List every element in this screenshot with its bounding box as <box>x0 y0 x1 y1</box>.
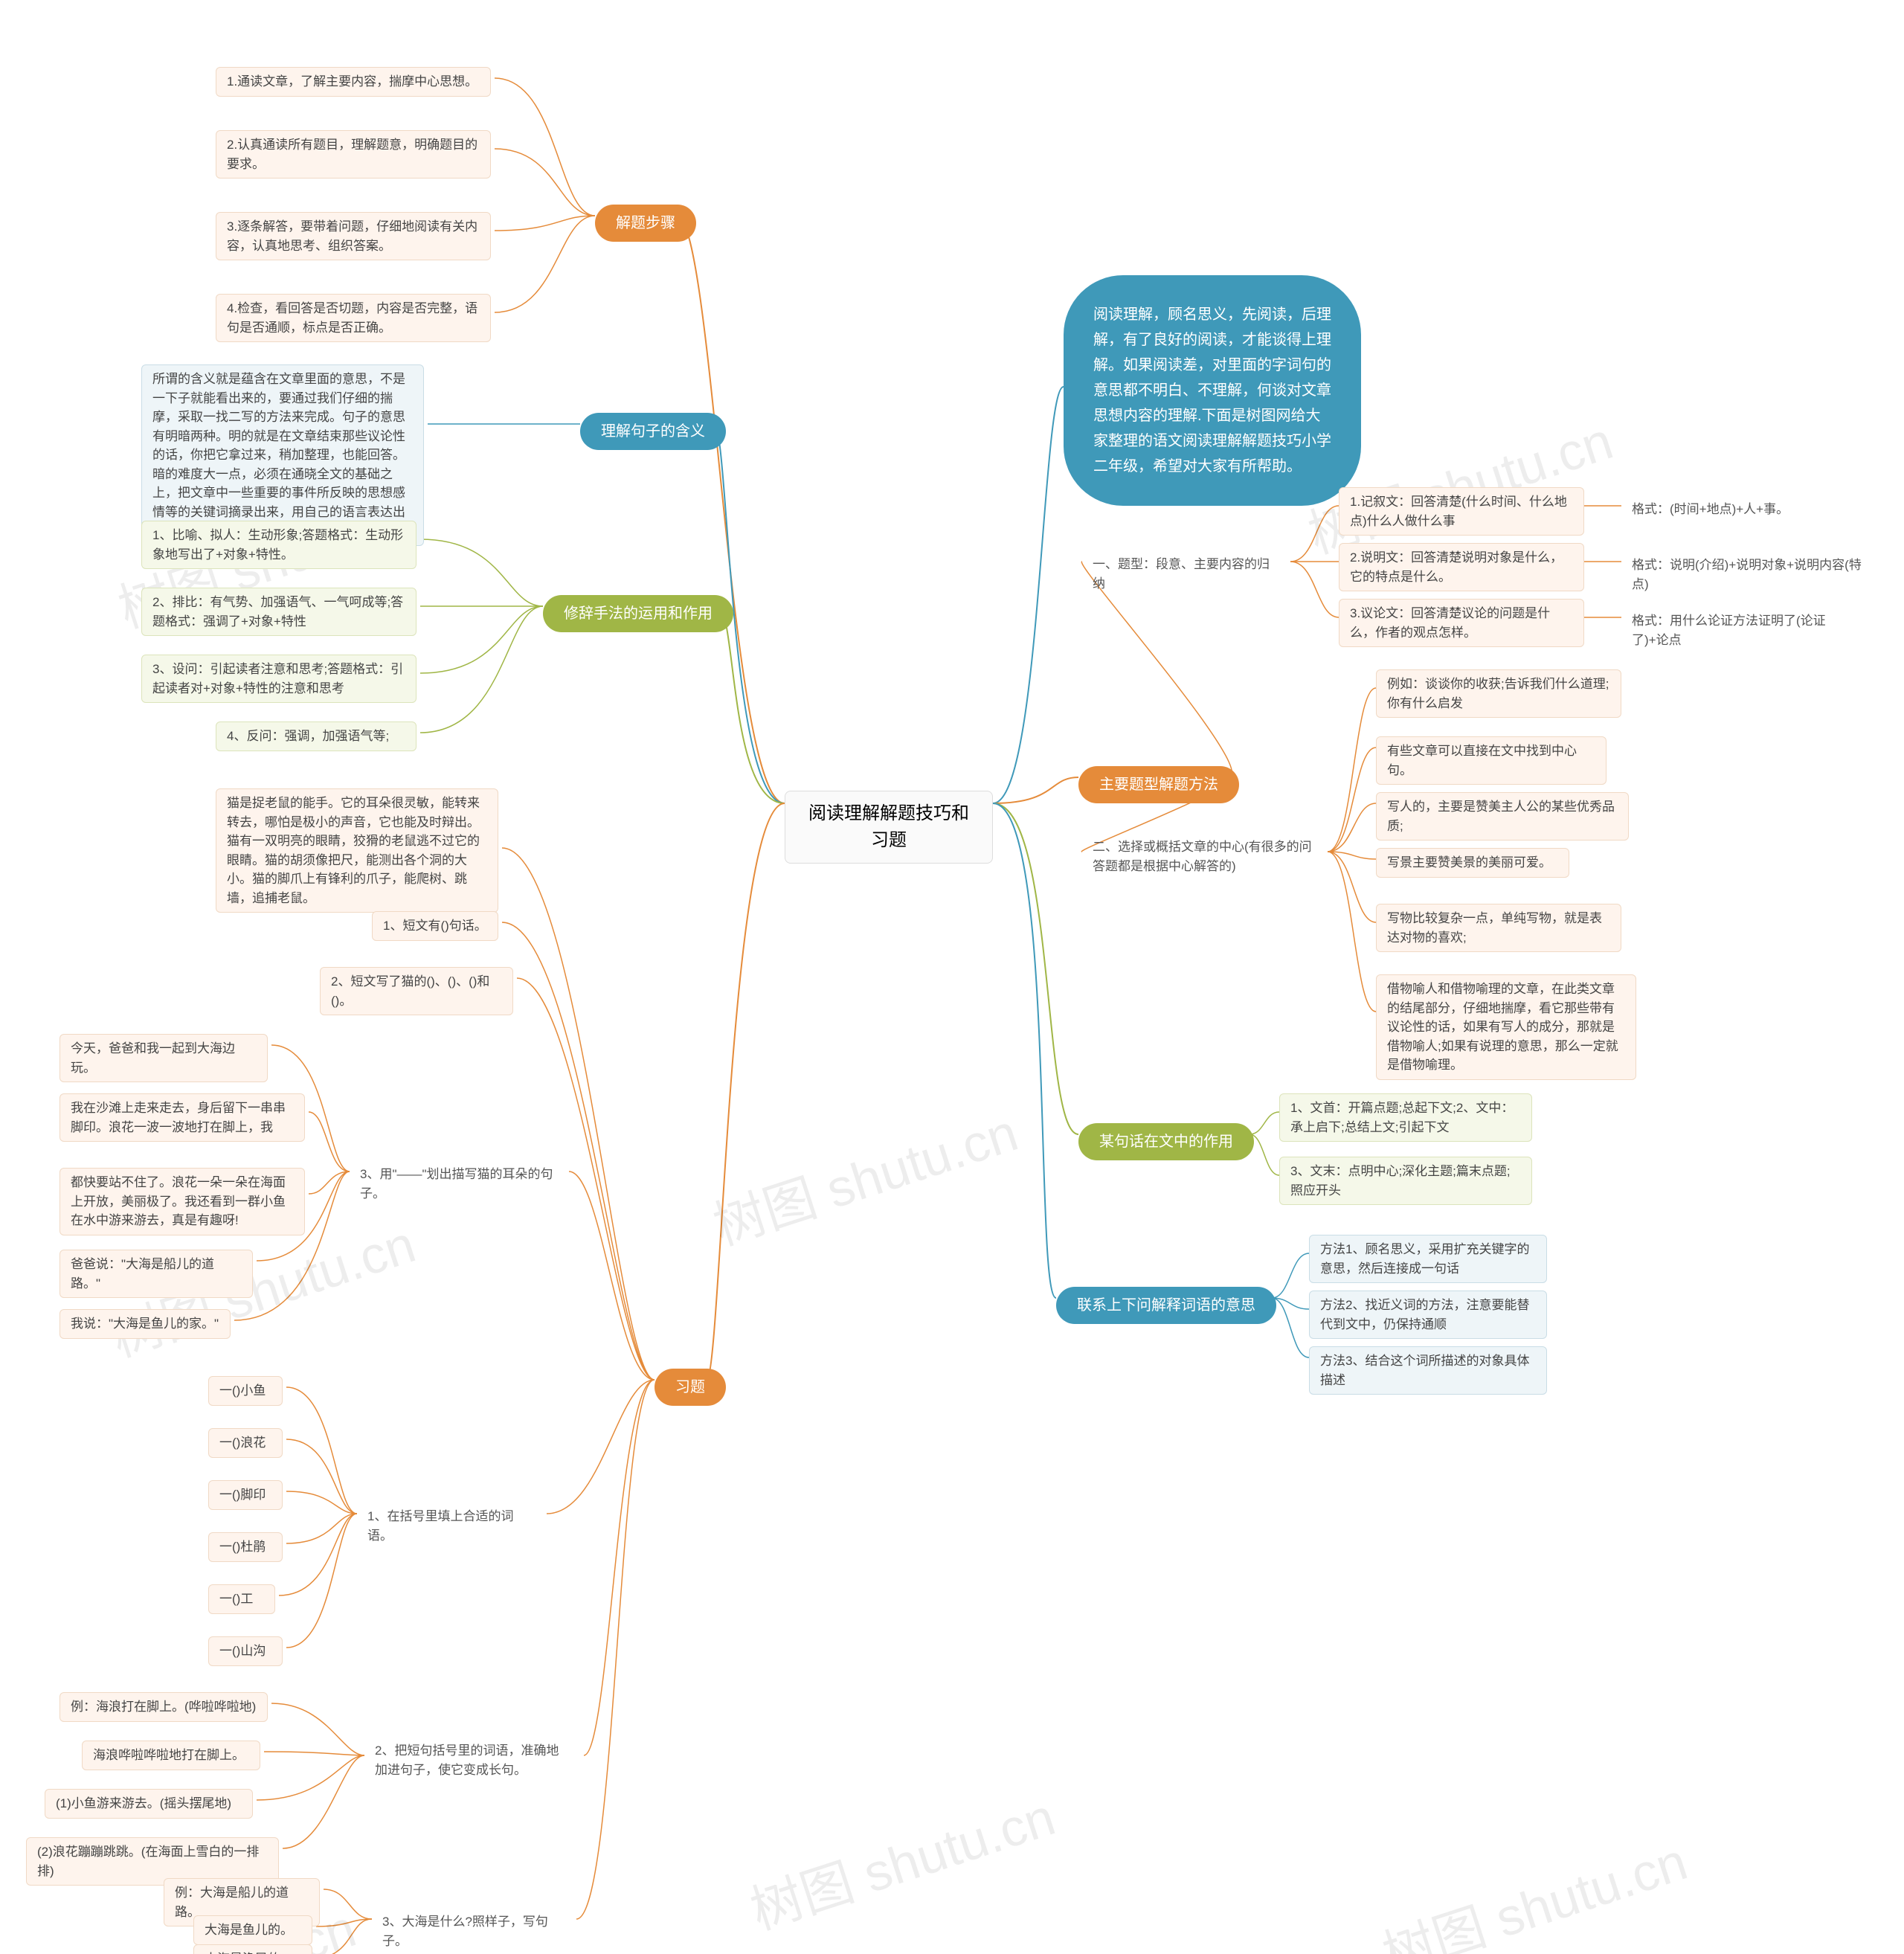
practice-q5-item: (1)小鱼游来游去。(摇头摆尾地) <box>45 1789 253 1819</box>
rhetoric-item: 4、反问：强调，加强语气等; <box>216 721 416 751</box>
sentence-item: 所谓的含义就是蕴含在文章里面的意思，不是一下子就能看出来的，要通过我们仔细的揣摩… <box>141 364 424 546</box>
practice-q4-item: 一()脚印 <box>208 1480 283 1510</box>
intro-bubble: 阅读理解，顾名思义，先阅读，后理解，有了良好的阅读，才能谈得上理解。如果阅读差，… <box>1064 275 1361 506</box>
method-sub2-item: 借物喻人和借物喻理的文章，在此类文章的结尾部分，仔细地揣摩，看它那些带有议论性的… <box>1376 974 1636 1080</box>
practice-q5-item: 例：海浪打在脚上。(哗啦哗啦地) <box>60 1692 268 1722</box>
role-item: 3、文末：点明中心;深化主题;篇末点题;照应开头 <box>1279 1157 1532 1205</box>
watermark: 树图 shutu.cn <box>740 1775 1064 1944</box>
rhetoric-item: 1、比喻、拟人：生动形象;答题格式：生动形象地写出了+对象+特性。 <box>141 521 416 569</box>
steps-item: 4.检查，看回答是否切题，内容是否完整，语句是否通顺，标点是否正确。 <box>216 294 491 342</box>
practice-q3-item: 爸爸说："大海是船儿的道路。" <box>60 1250 253 1298</box>
practice-q4-label: 1、在括号里填上合适的词语。 <box>357 1503 543 1549</box>
practice-q4-item: 一()工 <box>208 1584 275 1614</box>
method-sub1-extra: 格式：用什么论证方法证明了(论证了)+论点 <box>1621 607 1867 654</box>
branch-practice: 习题 <box>654 1369 726 1406</box>
method-sub1-extra: 格式：(时间+地点)+人+事。 <box>1621 495 1800 524</box>
practice-q3-item: 都快要站不住了。浪花一朵一朵在海面上开放，美丽极了。我还看到一群小鱼在水中游来游… <box>60 1168 305 1235</box>
branch-context: 联系上下问解释词语的意思 <box>1056 1287 1276 1324</box>
branch-role: 某句话在文中的作用 <box>1078 1123 1254 1160</box>
practice-q3-item: 我说："大海是鱼儿的家。" <box>60 1309 231 1339</box>
context-item: 方法2、找近义词的方法，注意要能替代到文中，仍保持通顺 <box>1309 1291 1547 1339</box>
practice-q6-item: 大海是渔民的。 <box>193 1944 312 1954</box>
branch-method: 主要题型解题方法 <box>1078 766 1239 803</box>
steps-item: 2.认真通读所有题目，理解题意，明确题目的要求。 <box>216 130 491 179</box>
branch-sentence: 理解句子的含义 <box>580 413 726 450</box>
method-sub2-item: 写物比较复杂一点，单纯写物，就是表达对物的喜欢; <box>1376 904 1621 952</box>
practice-q3-item: 我在沙滩上走来走去，身后留下一串串脚印。浪花一波一波地打在脚上，我 <box>60 1093 305 1142</box>
method-sub2-item: 有些文章可以直接在文中找到中心句。 <box>1376 736 1606 785</box>
method-sub2: 二、选择或概括文章的中心(有很多的问答题都是根据中心解答的) <box>1082 833 1328 880</box>
watermark: 树图 shutu.cn <box>703 1091 1026 1260</box>
practice-q5-label: 2、把短句括号里的词语，准确地加进句子，使它变成长句。 <box>364 1737 580 1784</box>
context-item: 方法1、顾名思义，采用扩充关键字的意思，然后连接成一句话 <box>1309 1235 1547 1283</box>
watermark: 树图 shutu.cn <box>1372 1820 1696 1954</box>
practice-q4-item: 一()小鱼 <box>208 1376 283 1406</box>
practice-q2: 2、短文写了猫的()、()、()和()。 <box>320 967 513 1015</box>
practice-q6-label: 3、大海是什么?照样子，写句子。 <box>372 1908 573 1954</box>
method-sub2-item: 写景主要赞美景的美丽可爱。 <box>1376 848 1569 878</box>
practice-q3-item: 今天，爸爸和我一起到大海边玩。 <box>60 1034 268 1082</box>
method-sub1: 一、题型：段意、主要内容的归纳 <box>1082 550 1290 597</box>
practice-passage: 猫是捉老鼠的能手。它的耳朵很灵敏，能转来转去，哪怕是极小的声音，它也能及时辩出。… <box>216 788 498 913</box>
context-item: 方法3、结合这个词所描述的对象具体描述 <box>1309 1346 1547 1395</box>
method-sub1-extra: 格式：说明(介绍)+说明对象+说明内容(特点) <box>1621 551 1874 598</box>
practice-q4-item: 一()杜鹃 <box>208 1532 283 1562</box>
practice-q4-item: 一()山沟 <box>208 1636 283 1666</box>
steps-item: 3.逐条解答，要带着问题，仔细地阅读有关内容，认真地思考、组织答案。 <box>216 212 491 260</box>
practice-q6-item: 大海是鱼儿的。 <box>193 1915 312 1945</box>
rhetoric-item: 3、设问：引起读者注意和思考;答题格式：引起读者对+对象+特性的注意和思考 <box>141 655 416 703</box>
practice-q1: 1、短文有()句话。 <box>372 911 498 941</box>
role-item: 1、文首：开篇点题;总起下文;2、文中：承上启下;总结上文;引起下文 <box>1279 1093 1532 1142</box>
branch-steps: 解题步骤 <box>595 205 696 242</box>
method-sub1-item: 1.记叙文：回答清楚(什么时间、什么地点)什么人做什么事 <box>1339 487 1584 536</box>
method-sub1-item: 3.议论文：回答清楚议论的问题是什么，作者的观点怎样。 <box>1339 599 1584 647</box>
center-node: 阅读理解解题技巧和习题 <box>785 791 993 864</box>
practice-q3-label: 3、用"——"划出描写猫的耳朵的句子。 <box>350 1160 565 1207</box>
method-sub1-item: 2.说明文：回答清楚说明对象是什么，它的特点是什么。 <box>1339 543 1584 591</box>
rhetoric-item: 2、排比：有气势、加强语气、一气呵成等;答题格式：强调了+对象+特性 <box>141 588 416 636</box>
practice-q4-item: 一()浪花 <box>208 1428 283 1458</box>
method-sub2-item: 例如：谈谈你的收获;告诉我们什么道理;你有什么启发 <box>1376 669 1621 718</box>
method-sub2-item: 写人的，主要是赞美主人公的某些优秀品质; <box>1376 792 1629 841</box>
branch-rhetoric: 修辞手法的运用和作用 <box>543 595 733 632</box>
practice-q5-item: 海浪哗啦哗啦地打在脚上。 <box>82 1741 260 1770</box>
steps-item: 1.通读文章，了解主要内容，揣摩中心思想。 <box>216 67 491 97</box>
